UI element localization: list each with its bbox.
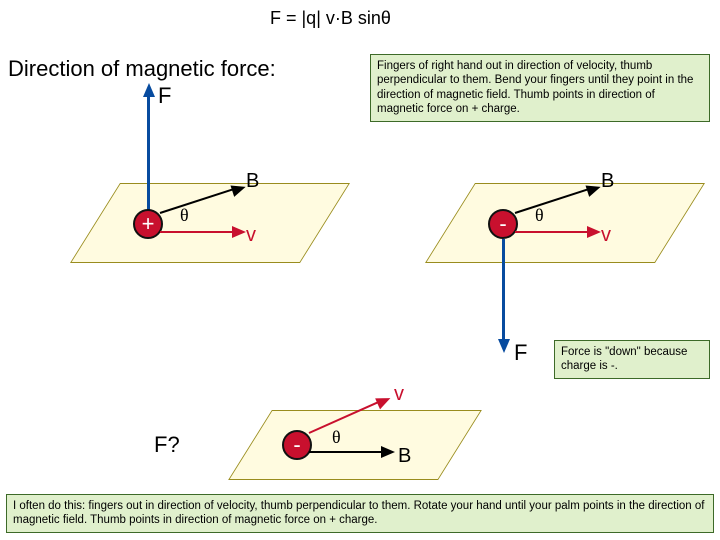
B-label-2: B [601,170,614,193]
plane-3 [228,410,482,480]
force-question: F? [154,432,180,458]
B-arrowhead-3 [381,446,395,458]
theta-2: θ [535,205,544,226]
B-arrow-3 [309,451,385,453]
rhr-explain-box: Fingers of right hand out in direction o… [370,54,710,122]
alt-method-box: I often do this: fingers out in directio… [6,494,714,533]
force-arrowhead-1 [143,83,155,97]
v-arrowhead-2 [587,226,601,238]
charge-minus-2: - [282,430,312,460]
charge-minus-1: - [488,209,518,239]
v-arrow-2 [515,231,591,233]
v-label-1: v [246,224,256,247]
force-arrow-2 [502,239,505,341]
B-label-3: B [398,445,411,468]
force-label-1: F [158,83,171,109]
force-arrowhead-2 [498,339,510,353]
theta-3: θ [332,427,341,448]
force-down-box: Force is "down" because charge is -. [554,340,710,379]
v-arrow-1 [160,231,236,233]
formula: F = |q| v·B sinθ [270,8,391,29]
B-label-1: B [246,170,259,193]
charge-plus: + [133,209,163,239]
v-label-3: v [394,383,404,406]
v-label-2: v [601,224,611,247]
heading: Direction of magnetic force: [8,56,276,82]
v-arrowhead-3 [375,393,393,410]
force-arrow-1 [147,95,150,210]
theta-1: θ [180,205,189,226]
force-label-2: F [514,340,527,366]
v-arrowhead-1 [232,226,246,238]
